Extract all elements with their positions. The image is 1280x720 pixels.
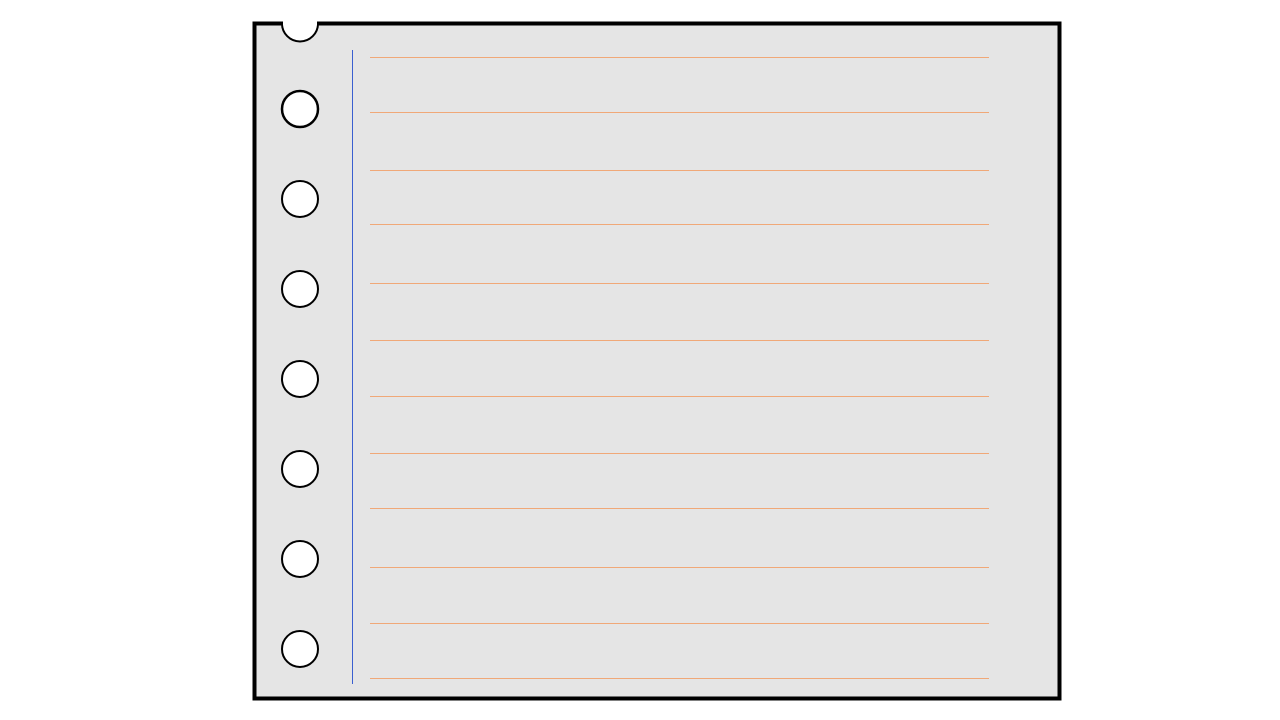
punch-hole [281, 450, 319, 488]
punch-hole [281, 180, 319, 218]
punch-hole [281, 360, 319, 398]
top-notch-cover [283, 21, 317, 26]
notebook-sheet [252, 21, 1062, 701]
top-notch [280, 22, 320, 43]
punch-hole [281, 540, 319, 578]
punch-hole [281, 630, 319, 668]
punch-hole [281, 270, 319, 308]
ruled-lines [370, 57, 989, 679]
punch-holes [280, 89, 320, 668]
punch-hole [280, 89, 320, 129]
